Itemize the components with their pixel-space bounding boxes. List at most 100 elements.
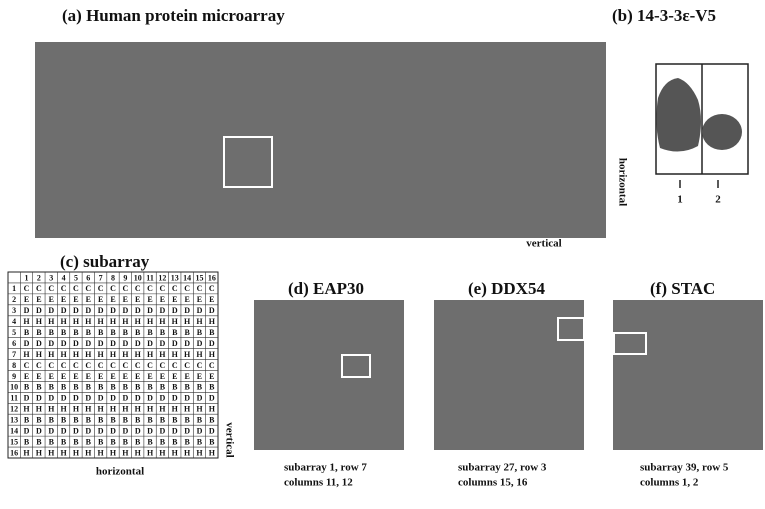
cell-label: D xyxy=(197,339,203,348)
subarray-grid: 123456789101112131415161CCCCCCCCCCCCCCCC… xyxy=(8,272,218,458)
cell-label: D xyxy=(135,394,141,403)
cell-label: B xyxy=(147,328,153,337)
cell-label: D xyxy=(160,426,166,435)
cell-label: D xyxy=(197,394,203,403)
cell-label: D xyxy=(48,394,54,403)
cell-label: H xyxy=(60,317,67,326)
cell-label: H xyxy=(98,448,105,457)
axis-label: horizontal xyxy=(616,158,628,206)
cell-label: D xyxy=(24,426,30,435)
cell-label: H xyxy=(98,317,105,326)
cell-label: C xyxy=(147,284,153,293)
cell-label: H xyxy=(184,448,191,457)
cell-label: E xyxy=(147,372,152,381)
column-label: 8 xyxy=(111,273,115,282)
cell-label: E xyxy=(61,372,66,381)
cell-label: H xyxy=(48,448,55,457)
cell-label: C xyxy=(85,361,91,370)
cell-label: H xyxy=(159,448,166,457)
cell-label: H xyxy=(196,317,203,326)
cell-label: B xyxy=(123,416,129,425)
panel-title: (d) EAP30 xyxy=(288,279,364,298)
cell-label: D xyxy=(147,394,153,403)
cell-label: C xyxy=(61,361,67,370)
cell-label: E xyxy=(49,295,54,304)
row-label: 2 xyxy=(12,295,16,304)
caption: subarray 39, row 5 xyxy=(640,462,729,474)
cell-label: D xyxy=(209,306,215,315)
panel-title: (c) subarray xyxy=(60,252,150,271)
cell-label: D xyxy=(160,394,166,403)
cell-label: C xyxy=(110,284,116,293)
cell-label: H xyxy=(98,405,105,414)
cell-label: E xyxy=(36,372,41,381)
caption: subarray 1, row 7 xyxy=(284,462,367,474)
cell-label: D xyxy=(122,394,128,403)
cell-label: D xyxy=(147,426,153,435)
cell-label: D xyxy=(147,339,153,348)
cell-label: E xyxy=(135,295,140,304)
cell-label: B xyxy=(86,416,92,425)
cell-label: E xyxy=(24,372,29,381)
row-label: 11 xyxy=(10,394,18,403)
cell-label: D xyxy=(85,339,91,348)
cell-label: C xyxy=(209,284,215,293)
cell-label: B xyxy=(24,416,30,425)
row-label: 14 xyxy=(10,426,18,435)
cell-label: H xyxy=(85,317,92,326)
row-label: 5 xyxy=(12,328,16,337)
cell-label: E xyxy=(160,295,165,304)
row-label: 7 xyxy=(12,350,16,359)
cell-label: B xyxy=(110,416,116,425)
cell-label: C xyxy=(160,361,166,370)
cell-label: H xyxy=(147,405,154,414)
cell-label: D xyxy=(61,426,67,435)
axis-label: vertical xyxy=(223,422,235,457)
cell-label: C xyxy=(172,284,178,293)
cell-label: B xyxy=(135,437,141,446)
cell-label: B xyxy=(110,437,116,446)
cell-label: D xyxy=(36,394,42,403)
cell-label: D xyxy=(48,339,54,348)
panel-title: (b) 14-3-3ε-V5 xyxy=(612,6,716,25)
cell-label: E xyxy=(36,295,41,304)
cell-label: H xyxy=(73,448,80,457)
cell-label: B xyxy=(61,437,67,446)
axis-label: horizontal xyxy=(96,466,144,478)
cell-label: C xyxy=(110,361,116,370)
cell-label: D xyxy=(209,426,215,435)
cell-label: B xyxy=(172,328,178,337)
cell-label: H xyxy=(36,405,43,414)
cell-label: H xyxy=(122,448,129,457)
column-label: 14 xyxy=(183,273,191,282)
row-label: 16 xyxy=(10,448,18,457)
cell-label: D xyxy=(135,339,141,348)
column-label: 12 xyxy=(158,273,166,282)
column-label: 13 xyxy=(171,273,179,282)
cell-label: C xyxy=(24,284,30,293)
cell-label: E xyxy=(98,295,103,304)
cell-label: H xyxy=(147,350,154,359)
cell-label: E xyxy=(86,372,91,381)
cell-label: D xyxy=(122,339,128,348)
cell-label: H xyxy=(159,317,166,326)
caption: columns 15, 16 xyxy=(458,477,528,489)
cell-label: D xyxy=(61,339,67,348)
cell-label: H xyxy=(209,405,216,414)
cell-label: E xyxy=(86,295,91,304)
column-label: 7 xyxy=(99,273,103,282)
cell-label: D xyxy=(48,426,54,435)
cell-label: C xyxy=(36,284,42,293)
cell-label: E xyxy=(24,295,29,304)
cell-label: C xyxy=(98,361,104,370)
cell-label: B xyxy=(160,437,166,446)
cell-label: H xyxy=(110,405,117,414)
cell-label: B xyxy=(123,383,129,392)
cell-label: H xyxy=(172,317,179,326)
cell-label: B xyxy=(73,416,79,425)
cell-label: H xyxy=(60,448,67,457)
cell-label: D xyxy=(24,394,30,403)
cell-label: B xyxy=(197,416,203,425)
cell-label: H xyxy=(98,350,105,359)
cell-label: B xyxy=(184,328,190,337)
